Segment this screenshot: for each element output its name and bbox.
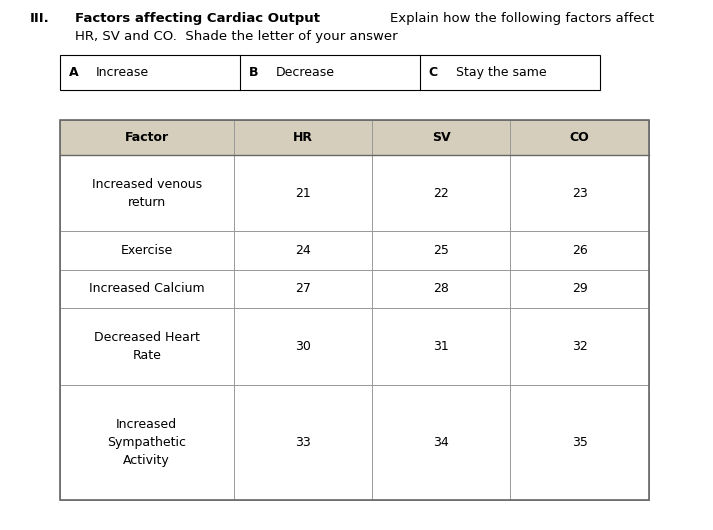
Text: 24: 24 [295, 244, 311, 257]
Text: 28: 28 [434, 282, 449, 295]
Text: 35: 35 [572, 436, 588, 449]
Text: 25: 25 [434, 244, 449, 257]
Text: 23: 23 [572, 187, 588, 200]
Text: CO: CO [570, 131, 590, 144]
Text: Stay the same: Stay the same [456, 66, 546, 79]
Text: Factors affecting Cardiac Output: Factors affecting Cardiac Output [75, 12, 320, 25]
Text: 26: 26 [572, 244, 588, 257]
Text: III.: III. [30, 12, 50, 25]
Text: HR: HR [293, 131, 313, 144]
Text: 32: 32 [572, 340, 588, 353]
Text: SV: SV [432, 131, 451, 144]
Text: Decrease: Decrease [276, 66, 334, 79]
Text: 27: 27 [295, 282, 311, 295]
Text: Increase: Increase [96, 66, 149, 79]
Text: 31: 31 [434, 340, 449, 353]
Text: 34: 34 [434, 436, 449, 449]
Bar [60, 55, 600, 90]
Text: Decreased Heart
Rate: Decreased Heart Rate [94, 331, 200, 362]
Text: 33: 33 [295, 436, 311, 449]
Text: HR, SV and CO.  Shade the letter of your answer: HR, SV and CO. Shade the letter of your … [75, 30, 397, 43]
Bar [60, 232, 649, 270]
Text: C: C [429, 66, 438, 79]
Text: 29: 29 [572, 282, 588, 295]
Text: Increased Calcium: Increased Calcium [89, 282, 205, 295]
Bar [60, 120, 649, 155]
Text: 22: 22 [434, 187, 449, 200]
Text: B: B [249, 66, 258, 79]
Text: Factor: Factor [125, 131, 169, 144]
Text: Explain how the following factors affect: Explain how the following factors affect [390, 12, 654, 25]
Bar [60, 270, 649, 308]
Text: A: A [68, 66, 78, 79]
Text: Increased venous
return: Increased venous return [92, 178, 202, 209]
Text: Exercise: Exercise [120, 244, 173, 257]
Text: 21: 21 [295, 187, 311, 200]
Text: 30: 30 [295, 340, 311, 353]
Text: Increased
Sympathetic
Activity: Increased Sympathetic Activity [107, 418, 186, 467]
